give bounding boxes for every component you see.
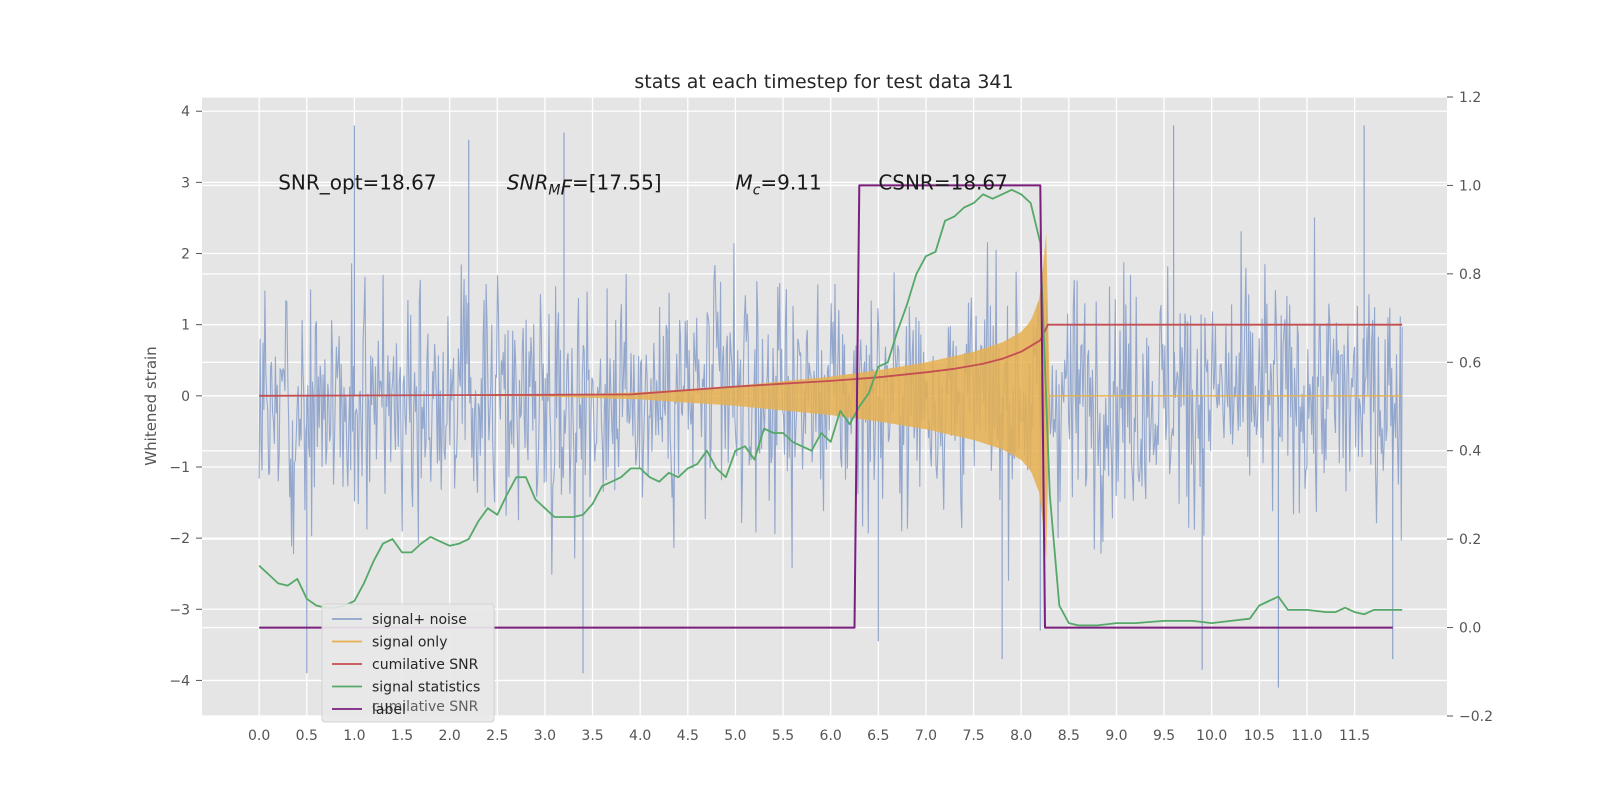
y-axis-label: Whitened strain xyxy=(142,346,160,465)
y-right-tick-label: 0.2 xyxy=(1459,532,1481,548)
x-tick-label: 1.5 xyxy=(391,728,413,744)
chart-title: stats at each timestep for test data 341 xyxy=(634,71,1013,93)
cumilative-snr-line xyxy=(259,323,1403,397)
x-tick-label: 6.0 xyxy=(820,728,842,744)
x-tick-label: 4.5 xyxy=(677,728,699,744)
x-tick-label: 8.5 xyxy=(1058,728,1080,744)
x-tick-label: 11.5 xyxy=(1339,728,1370,744)
legend-label-1: signal only xyxy=(372,635,447,651)
y-right-tick-label: 1.2 xyxy=(1459,90,1481,106)
legend-label-2: cumilative SNR xyxy=(372,657,479,673)
legend: cumilative SNR signal+ noise signal only cu… xyxy=(321,603,495,723)
cumulative-snr-series xyxy=(259,323,1403,397)
y-right-tick-label: 1.0 xyxy=(1459,178,1481,194)
signal-noise-line xyxy=(258,217,1403,581)
y-left-tick-label: −2 xyxy=(169,531,190,547)
x-tick-label: 1.0 xyxy=(343,728,365,744)
y-left-tick-label: 0 xyxy=(181,389,190,405)
signal-only-envelope xyxy=(259,233,1050,559)
y-left-tick-label: 3 xyxy=(181,175,190,191)
x-tick-label: 0.5 xyxy=(296,728,318,744)
x-axis-ticks: 0.0 0.5 1.0 1.5 2.0 2.5 3.0 3.5 4.0 4.5 5.0 5.5 6.0 6… xyxy=(248,728,1370,744)
x-tick-label: 2.5 xyxy=(486,728,508,744)
x-tick-label: 10.5 xyxy=(1244,728,1275,744)
annotation-2: Mc=9.11 xyxy=(735,170,821,198)
annotations: SNR_opt=18.67 SNRMF=[17.55] Mc=9.11 CSNR=18… xyxy=(278,170,1008,199)
legend-label-0: signal+ noise xyxy=(372,612,467,628)
annotation-1: SNRMF=[17.55] xyxy=(507,170,662,199)
x-tick-label: 7.5 xyxy=(962,728,984,744)
x-tick-label: 4.0 xyxy=(629,728,651,744)
y-right-tick-label: −0.2 xyxy=(1459,709,1493,725)
y-left-tick-label: 1 xyxy=(181,318,190,334)
y-left-tick-label: 4 xyxy=(181,104,190,120)
x-tick-label: 3.0 xyxy=(534,728,556,744)
y-right-tick-label: 0.6 xyxy=(1459,355,1481,371)
x-tick-label: 9.0 xyxy=(1105,728,1127,744)
legend-label-3: signal statistics xyxy=(372,680,480,696)
legend-box xyxy=(321,603,495,723)
y-right-tick-label: 0.0 xyxy=(1459,621,1481,637)
legend-ghost-text: cumilative SNR xyxy=(372,699,479,715)
x-tick-label: 8.0 xyxy=(1010,728,1032,744)
label-series xyxy=(259,184,1393,629)
signal-statistics-series xyxy=(258,188,1403,627)
y-left-tick-label: −4 xyxy=(169,673,190,689)
x-tick-label: 11.0 xyxy=(1291,728,1322,744)
x-tick-label: 0.0 xyxy=(248,728,270,744)
x-tick-label: 7.0 xyxy=(915,728,937,744)
x-tick-label: 6.5 xyxy=(867,728,889,744)
y-left-tick-label: 2 xyxy=(181,247,190,263)
annotation-3: CSNR=18.67 xyxy=(878,170,1008,194)
annotation-0: SNR_opt=18.67 xyxy=(278,170,436,194)
y-left-tick-label: −1 xyxy=(169,460,190,476)
legend-label-4: label xyxy=(372,702,406,718)
x-tick-label: 3.5 xyxy=(581,728,603,744)
label-line xyxy=(259,184,1393,629)
left-y-axis-ticks: −4 −3 −2 −1 0 1 2 3 4 xyxy=(169,104,202,689)
x-tick-label: 10.0 xyxy=(1196,728,1227,744)
y-right-tick-label: 0.4 xyxy=(1459,444,1481,460)
signal-noise-series xyxy=(258,125,1403,688)
y-right-tick-label: 0.8 xyxy=(1459,267,1481,283)
x-tick-label: 9.5 xyxy=(1153,728,1175,744)
y-left-tick-label: −3 xyxy=(169,602,190,618)
x-tick-label: 2.0 xyxy=(439,728,461,744)
right-y-axis-ticks: −0.2 0.0 0.2 0.4 0.6 0.8 1.0 1.2 xyxy=(1447,90,1493,725)
x-tick-label: 5.0 xyxy=(724,728,746,744)
signal-only-series xyxy=(259,233,1403,559)
signal-statistics-line xyxy=(258,188,1403,627)
x-tick-label: 5.5 xyxy=(772,728,794,744)
